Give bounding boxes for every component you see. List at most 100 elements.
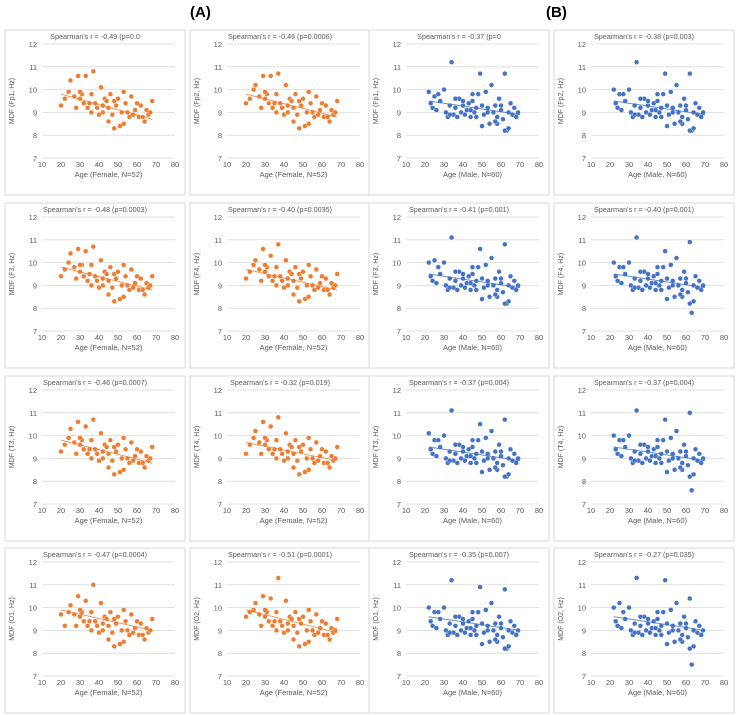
data-point xyxy=(698,632,704,638)
y-tick-label: 7 xyxy=(582,154,586,163)
data-point xyxy=(273,437,279,443)
data-point xyxy=(509,630,515,636)
data-point xyxy=(323,621,329,627)
chart-title: Spearman's r = -0.38 (p=0.003) xyxy=(594,32,694,41)
data-point xyxy=(698,460,704,466)
data-point xyxy=(502,586,508,592)
y-tick-label: 10 xyxy=(214,259,222,268)
x-tick-label: 70 xyxy=(152,160,160,169)
data-point xyxy=(653,625,659,631)
x-tick-label: 20 xyxy=(57,333,65,342)
data-point xyxy=(290,464,297,471)
data-point xyxy=(626,605,632,611)
x-tick-label: 60 xyxy=(497,333,505,342)
y-tick-label: 10 xyxy=(29,259,37,268)
data-point xyxy=(685,462,691,468)
data-point xyxy=(430,105,436,111)
data-point xyxy=(134,273,140,279)
data-point xyxy=(306,435,312,441)
x-tick-label: 10 xyxy=(587,160,595,169)
data-point xyxy=(687,128,693,134)
data-point xyxy=(128,93,134,99)
data-point xyxy=(251,262,257,268)
data-point xyxy=(668,607,674,613)
data-point xyxy=(62,442,68,448)
y-tick-label: 7 xyxy=(397,327,401,336)
data-point xyxy=(666,112,672,118)
x-tick-label: 30 xyxy=(261,160,269,169)
data-point xyxy=(433,453,439,459)
data-point xyxy=(323,276,329,282)
data-point xyxy=(143,453,150,459)
data-point xyxy=(653,287,659,293)
data-point xyxy=(492,276,498,282)
data-point xyxy=(611,433,617,439)
data-point xyxy=(88,109,94,115)
x-tick-label: 40 xyxy=(280,678,288,687)
data-point xyxy=(660,91,666,97)
data-point xyxy=(460,444,466,450)
data-point xyxy=(308,100,314,106)
y-tick-label: 8 xyxy=(397,649,401,658)
data-point xyxy=(306,607,312,613)
y-tick-label: 8 xyxy=(397,477,401,486)
data-point xyxy=(73,623,79,629)
data-point xyxy=(653,453,659,459)
scatter-chart-9: Spearman's r = -0.32 (p=0.019) 7 8 9 10 11 12 1… xyxy=(189,375,371,542)
data-point xyxy=(111,444,117,450)
chart-title: Spearman's r = -0.40 (p=0.001) xyxy=(594,205,694,214)
data-point xyxy=(88,262,94,268)
data-point xyxy=(115,269,121,275)
data-point xyxy=(483,89,489,95)
data-point xyxy=(656,455,662,461)
data-point xyxy=(94,105,100,111)
y-tick-label: 12 xyxy=(29,40,37,49)
data-point xyxy=(96,458,102,464)
scatter-chart-14: Spearman's r = -0.35 (p=0.007) 7 8 9 10 11 12 1… xyxy=(368,547,550,714)
data-point xyxy=(668,89,674,95)
data-point xyxy=(513,632,519,638)
data-point xyxy=(111,471,117,477)
data-point xyxy=(107,609,113,615)
data-point xyxy=(494,287,500,293)
data-point xyxy=(654,271,661,277)
y-tick-label: 9 xyxy=(33,626,37,635)
data-point xyxy=(487,639,493,645)
data-point xyxy=(479,641,485,647)
data-point xyxy=(639,460,645,466)
data-point xyxy=(643,282,649,288)
data-point xyxy=(121,294,127,300)
data-point xyxy=(687,239,693,245)
data-point xyxy=(494,114,500,120)
data-point xyxy=(454,460,460,466)
data-point xyxy=(66,89,72,95)
data-point xyxy=(296,471,302,477)
trend-line xyxy=(613,616,706,631)
data-point xyxy=(477,421,483,427)
trend-line xyxy=(245,268,338,291)
data-point xyxy=(292,609,298,615)
data-point xyxy=(296,125,302,131)
trend-line xyxy=(613,100,706,116)
x-tick-label: 50 xyxy=(299,333,307,342)
data-point xyxy=(313,266,319,272)
data-point xyxy=(653,280,659,286)
data-point xyxy=(679,632,685,638)
data-point xyxy=(300,442,306,448)
x-axis-label: Age (Female, N=52) xyxy=(75,688,143,697)
data-point xyxy=(479,469,485,475)
data-point xyxy=(458,109,464,115)
data-point xyxy=(645,98,651,104)
data-point xyxy=(294,458,300,464)
data-point xyxy=(692,446,699,452)
data-point xyxy=(100,627,106,633)
data-point xyxy=(121,121,127,127)
data-point xyxy=(107,91,113,97)
data-point xyxy=(681,96,687,102)
y-tick-label: 10 xyxy=(393,259,401,268)
data-point xyxy=(664,469,670,475)
data-point xyxy=(328,625,335,631)
data-point xyxy=(500,289,506,295)
data-point xyxy=(673,428,680,434)
y-tick-label: 12 xyxy=(393,40,401,49)
